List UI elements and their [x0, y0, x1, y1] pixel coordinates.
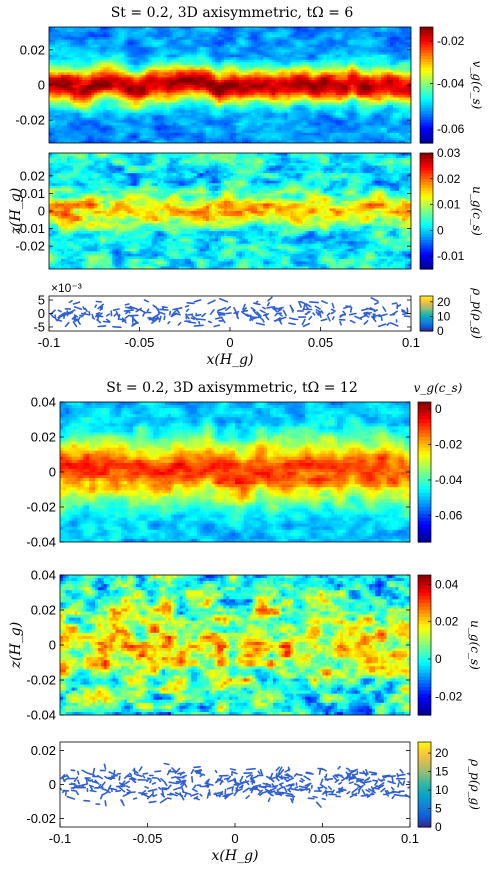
top-rho-xtick-label: 0.05 [308, 335, 333, 350]
top-vg-ytick-label: 0 [38, 78, 45, 93]
top-vg-ctick-label: -0.02 [437, 34, 465, 48]
bottom-ug-colorbar-label: u_g(c_s) [468, 620, 482, 670]
top-rho-xtick-label: 0.1 [402, 335, 420, 350]
bottom-rho-ctick-label: 5 [435, 802, 442, 816]
bottom-vg-ctick-label: -0.02 [435, 438, 463, 452]
bottom-rho-ytick-label: 0 [49, 777, 56, 792]
top-vg-ytick-label: 0.02 [20, 42, 45, 57]
bottom-rho-xtick-label: 0.05 [310, 831, 335, 846]
bottom-rho-ctick-label: 15 [435, 765, 449, 779]
bottom-ug-ytick-label: 0.04 [31, 568, 56, 583]
top-rho-ctick-label: 0 [437, 324, 444, 338]
bottom-ug-ctick-label: 0 [435, 652, 442, 666]
top-ug-ylabel: z(H_g) [8, 188, 24, 235]
bottom-rho-panel: 0.02 0 -0.02 -0.1 -0.05 0 0.05 0.1 x(H_g) 20 15 10 5… [26, 741, 482, 864]
bottom-rho-colorbar-label: ρ_p(ρ_g) [468, 758, 482, 810]
top-ug-ctick-label: 0 [437, 223, 444, 237]
top-ug-ctick-label: 0.03 [437, 146, 461, 160]
top-vg-colorbar: -0.02 -0.04 -0.06 v_g(c_s) [419, 26, 484, 144]
bottom-figure-title: St = 0.2, 3D axisymmetric, tΩ = 12 [106, 380, 357, 396]
top-ug-ytick-label: 0.02 [20, 168, 45, 183]
bottom-vg-ctick-label: 0 [435, 402, 442, 416]
bottom-ug-ytick-label: 0.02 [31, 603, 56, 618]
top-rho-ytick-label: 0 [38, 306, 45, 321]
top-vg-ctick-label: -0.06 [437, 122, 465, 136]
bottom-vg-ytick-label: -0.02 [26, 500, 56, 515]
top-ug-colorbar-label: u_g(c_s) [470, 186, 484, 236]
bottom-ug-ytick-label: -0.04 [26, 708, 56, 723]
top-ug-ctick-label: 0.02 [437, 172, 461, 186]
bottom-vg-ctick-label: -0.04 [435, 473, 463, 487]
bottom-vg-ytick-label: 0 [49, 465, 56, 480]
top-vg-colorbar-label: v_g(c_s) [470, 61, 484, 110]
top-ug-panel: 0.02 0.01 0 -0.01 -0.02 z(H_g) 0.03 0.02 0.01 0 -0… [8, 146, 484, 270]
top-figure-title: St = 0.2, 3D axisymmetric, tΩ = 6 [111, 5, 354, 21]
bottom-ug-ytick-label: 0 [49, 638, 56, 653]
bottom-vg-ctick-label: -0.06 [435, 508, 463, 522]
bottom-vg-field [60, 402, 410, 542]
bottom-rho-ytick-label: 0.02 [31, 743, 56, 758]
bottom-ug-ctick-label: 0.02 [435, 615, 459, 629]
top-vg-field [49, 27, 411, 143]
bottom-ug-ylabel: z(H_g) [8, 622, 24, 669]
top-ug-ytick-label: 0.01 [20, 186, 45, 201]
top-rho-colorbar-label: ρ_p(ρ_g) [470, 287, 484, 339]
bottom-ug-panel: 0.04 0.02 0 -0.02 -0.04 z(H_g) 0.04 0.02 0 -0.02 u… [8, 568, 482, 723]
bottom-rho-xtick-label: 0 [231, 831, 238, 846]
bottom-ug-ctick-label: -0.02 [435, 689, 463, 703]
top-vg-panel: 0.02 0 -0.02 -0.02 -0.04 -0.06 v_g(c_s) [15, 26, 484, 144]
bottom-vg-panel: 0.04 0.02 0 -0.02 -0.04 0 -0.02 -0.04 -0.06 v_g(c… [26, 381, 462, 550]
bottom-rho-ytick-label: -0.02 [26, 811, 56, 826]
bottom-rho-xlabel: x(H_g) [212, 848, 259, 864]
bottom-rho-colorbar: 20 15 10 5 0 ρ_p(ρ_g) [417, 741, 482, 834]
bottom-vg-ytick-label: -0.04 [26, 535, 56, 550]
top-ug-ytick-label: -0.01 [15, 221, 45, 236]
top-ug-field [49, 153, 411, 269]
top-vg-ytick-label: -0.02 [15, 113, 45, 128]
bottom-vg-colorbar: 0 -0.02 -0.04 -0.06 v_g(c_s) [414, 381, 463, 543]
bottom-rho-xtick-label: -0.1 [49, 831, 71, 846]
bottom-vg-ytick-label: 0.04 [31, 395, 56, 410]
bottom-rho-ctick-label: 0 [435, 820, 442, 834]
top-rho-xlabel: x(H_g) [207, 352, 254, 368]
top-ug-colorbar: 0.03 0.02 0.01 0 -0.01 u_g(c_s) [419, 146, 484, 270]
top-rho-ctick-label: 10 [437, 309, 451, 323]
bottom-rho-xtick-label: 0.1 [401, 831, 419, 846]
top-ug-ytick-label: -0.02 [15, 239, 45, 254]
top-rho-ytick-label: -5 [33, 319, 45, 334]
bottom-vg-colorbar-label: v_g(c_s) [414, 381, 463, 395]
top-rho-xtick-label: 0 [226, 335, 233, 350]
bottom-ug-field [60, 575, 410, 715]
top-rho-xtick-label: -0.1 [38, 335, 60, 350]
bottom-ug-colorbar: 0.04 0.02 0 -0.02 u_g(c_s) [417, 574, 482, 716]
top-rho-xtick-label: -0.05 [125, 335, 155, 350]
bottom-rho-xtick-label: -0.05 [133, 831, 163, 846]
top-rho-y-multiplier: ×10⁻³ [51, 281, 82, 295]
bottom-rho-ctick-label: 10 [435, 783, 449, 797]
top-rho-ctick-label: 20 [437, 295, 451, 309]
top-vg-ctick-label: -0.04 [437, 77, 465, 91]
bottom-rho-field [60, 742, 410, 827]
bottom-ug-ytick-label: -0.02 [26, 673, 56, 688]
top-ug-ytick-label: 0 [38, 204, 45, 219]
top-ug-ctick-label: -0.01 [437, 249, 465, 263]
bottom-rho-ctick-label: 20 [435, 746, 449, 760]
bottom-ug-ctick-label: 0.04 [435, 577, 459, 591]
top-ug-ctick-label: 0.01 [437, 198, 461, 212]
top-rho-ytick-label: 5 [38, 293, 45, 308]
top-rho-field [49, 296, 411, 331]
bottom-vg-ytick-label: 0.02 [31, 430, 56, 445]
